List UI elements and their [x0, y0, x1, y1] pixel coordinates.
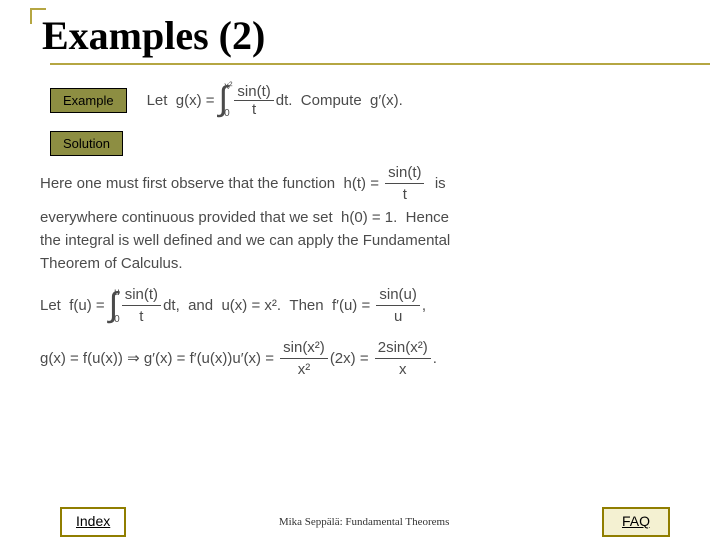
sym-fprime: f′ — [332, 295, 339, 316]
sol-line5: Let f(u) = ∫ u0 sin(t) t dt, and u(x) = … — [40, 284, 680, 327]
s-x2: x² — [295, 359, 314, 380]
sym-t-den: t — [249, 101, 259, 118]
sym-x: x — [189, 92, 197, 109]
solution-row: Solution — [50, 131, 720, 156]
solution-label: Solution — [50, 131, 123, 156]
s-sinu: sin(u) — [376, 284, 420, 306]
index-link[interactable]: Index — [76, 513, 110, 529]
t1: Here one must first observe that the fun… — [40, 173, 335, 194]
s-u3: u — [391, 306, 405, 327]
frac-gprime1: sin(x²) x² — [280, 337, 328, 380]
title-area: Examples (2) — [0, 0, 720, 65]
s-two: 2 — [378, 339, 386, 356]
integral: ∫ x²0 — [219, 81, 233, 119]
sym-sin: sin — [388, 164, 407, 181]
example-formula: Let g(x) = ∫ x²0 sin(t) t dt. Compute g′… — [147, 81, 403, 119]
frac-fu: sin(t) t — [122, 284, 161, 327]
frac-sint: sin(t) t — [234, 83, 273, 118]
sym-u: u — [78, 295, 86, 316]
faq-button[interactable]: FAQ — [602, 507, 670, 537]
t-let: Let — [40, 295, 61, 316]
frac-fprime: sin(u) u — [376, 284, 420, 327]
t-and: and — [188, 295, 213, 316]
page-title: Examples (2) — [42, 12, 720, 59]
sol-line1: Here one must first observe that the fun… — [40, 162, 680, 205]
sol-line4: Theorem of Calculus. — [40, 253, 680, 274]
sym-gprimex: g′(x) = f′(u(x))u′(x) = — [144, 348, 274, 369]
text-let: Let — [147, 92, 168, 109]
sym-imp: ⇒ — [127, 348, 140, 369]
index-button[interactable]: Index — [60, 507, 126, 537]
sym-t: t — [262, 83, 266, 100]
sym-f: f — [69, 295, 73, 316]
s-dot: . — [433, 348, 437, 369]
sym-t3: t — [400, 184, 410, 205]
sym-eq: = — [370, 173, 379, 194]
t3: the integral is well defined and we can … — [40, 230, 450, 251]
t-hence: Hence — [406, 207, 449, 228]
sym-gprime: g′ — [370, 92, 381, 109]
sym-t2: t — [412, 164, 416, 181]
sym-h0: h(0) = 1. — [341, 207, 397, 228]
faq-link[interactable]: FAQ — [622, 513, 650, 529]
footer: Index Mika Seppälä: Fundamental Theorems… — [0, 504, 720, 540]
sym-dot: . — [399, 92, 403, 109]
s-sinx2b: sin(x²) — [386, 339, 428, 356]
frac-final: 2sin(x²) x — [375, 337, 431, 380]
sol-line6: g(x) = f(u(x)) ⇒ g′(x) = f′(u(x))u′(x) =… — [40, 337, 680, 380]
sym-h: h — [344, 173, 352, 194]
s-twox: (2x) = — [330, 348, 369, 369]
t2: everywhere continuous provided that we s… — [40, 207, 333, 228]
integral2: ∫ u0 — [109, 287, 120, 325]
sym-gx: g(x) = f(u(x)) — [40, 348, 123, 369]
text-compute: Compute — [301, 92, 362, 109]
s-dt: dt, — [163, 295, 180, 316]
t-is: is — [435, 173, 446, 194]
sym-dt: dt. — [276, 92, 293, 109]
sol-line2: everywhere continuous provided that we s… — [40, 207, 680, 228]
title-corner-deco — [30, 8, 46, 24]
title-underline — [50, 63, 710, 65]
footer-credit: Mika Seppälä: Fundamental Theorems — [126, 516, 602, 528]
s-x: x — [396, 359, 410, 380]
frac-ht: sin(t) t — [385, 162, 424, 205]
solution-body: Here one must first observe that the fun… — [40, 162, 680, 380]
t-then: Then — [289, 295, 323, 316]
example-label: Example — [50, 88, 127, 113]
sym-sin: sin — [237, 83, 256, 100]
s-comma: , — [422, 295, 426, 316]
s-sin: sin — [125, 286, 144, 303]
sym-g: g — [176, 92, 184, 109]
sym-ux: u(x) = x². — [221, 295, 281, 316]
sym-x2: x — [386, 92, 394, 109]
sym-u2: u — [344, 295, 352, 316]
sym-eq: = — [206, 92, 215, 109]
sol-line3: the integral is well defined and we can … — [40, 230, 680, 251]
s-sinx2: sin(x²) — [280, 337, 328, 359]
t4: Theorem of Calculus. — [40, 253, 183, 274]
sym-t: t — [357, 173, 361, 194]
example-row: Example Let g(x) = ∫ x²0 sin(t) t dt. Co… — [50, 79, 720, 121]
